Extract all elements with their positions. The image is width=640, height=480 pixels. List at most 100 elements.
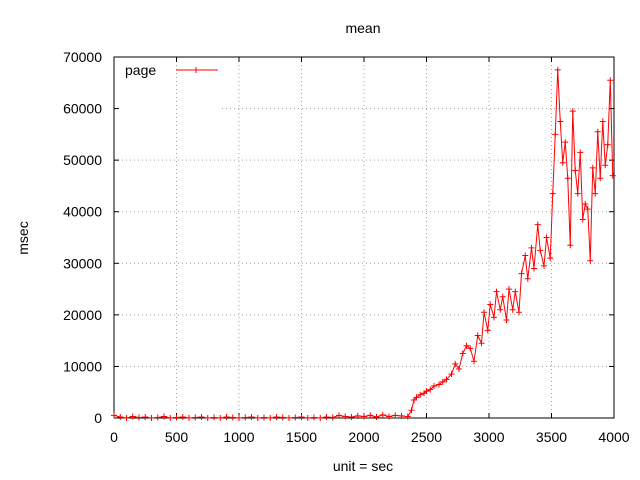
data-point — [509, 306, 516, 313]
data-point — [577, 149, 584, 156]
data-point — [559, 159, 566, 166]
data-point — [136, 414, 142, 421]
data-point — [179, 413, 186, 420]
data-point — [471, 358, 477, 365]
data-point — [579, 216, 586, 223]
data-point — [524, 275, 531, 282]
data-point — [597, 175, 604, 182]
y-tick-label: 20000 — [63, 307, 102, 323]
data-point — [342, 413, 349, 420]
data-point — [129, 413, 136, 420]
series-line-page — [113, 69, 614, 419]
x-tick-label: 4000 — [598, 429, 629, 445]
data-point — [459, 350, 466, 357]
data-point — [242, 414, 249, 421]
data-point — [311, 414, 317, 421]
data-point — [569, 108, 576, 115]
data-point — [354, 412, 361, 419]
y-tick-label: 10000 — [63, 358, 102, 374]
data-point — [602, 162, 609, 169]
data-point — [317, 415, 324, 421]
y-axis-label: msec — [15, 221, 31, 254]
data-point — [323, 413, 330, 420]
data-point — [154, 414, 161, 421]
data-point — [423, 388, 430, 395]
series-page — [111, 66, 616, 421]
data-point — [531, 265, 537, 272]
x-tick-label: 0 — [110, 429, 118, 445]
x-tick-label: 500 — [165, 429, 189, 445]
data-point — [528, 244, 535, 251]
data-point — [607, 77, 614, 84]
data-point — [481, 309, 487, 316]
data-point — [404, 413, 411, 420]
x-tick-label: 2000 — [348, 429, 379, 445]
data-point — [572, 167, 579, 174]
data-point — [413, 394, 420, 401]
data-point — [557, 118, 564, 125]
x-tick-label: 3500 — [536, 429, 567, 445]
data-point — [552, 131, 559, 138]
y-tick-label: 0 — [94, 410, 102, 426]
data-point — [254, 415, 261, 421]
data-point — [484, 327, 491, 334]
data-point — [564, 175, 571, 182]
data-point — [431, 383, 437, 390]
data-point — [123, 415, 130, 421]
data-point — [298, 413, 305, 420]
y-tick-label: 50000 — [63, 152, 102, 168]
data-point — [292, 414, 299, 421]
chart-title: mean — [345, 20, 380, 36]
data-point — [148, 415, 155, 421]
data-point — [261, 414, 267, 421]
data-point — [549, 190, 556, 197]
data-point — [204, 415, 211, 421]
data-point — [584, 206, 591, 213]
data-point — [567, 242, 574, 249]
data-point — [609, 172, 616, 179]
data-point — [279, 414, 286, 421]
data-point — [439, 378, 446, 385]
data-point — [543, 234, 550, 241]
data-point — [522, 252, 529, 259]
data-point — [329, 414, 336, 421]
data-point — [541, 262, 547, 269]
data-point — [336, 412, 342, 419]
data-point — [348, 413, 355, 420]
data-point — [493, 288, 500, 295]
y-tick-label: 40000 — [63, 204, 102, 220]
data-point — [436, 381, 442, 388]
data-point — [392, 412, 399, 419]
data-point — [386, 413, 392, 420]
data-point — [198, 413, 205, 420]
data-point — [186, 415, 192, 421]
data-point — [491, 314, 497, 321]
data-point — [587, 257, 594, 264]
data-point — [547, 255, 554, 262]
y-tick-label: 60000 — [63, 101, 102, 117]
x-tick-label: 3000 — [473, 429, 504, 445]
data-point — [267, 415, 274, 421]
data-point — [537, 247, 544, 254]
data-point — [161, 413, 167, 420]
x-tick-label: 1500 — [286, 429, 317, 445]
data-point — [574, 190, 581, 197]
data-point — [497, 306, 504, 313]
x-tick-label: 1000 — [223, 429, 254, 445]
x-tick-label: 2500 — [411, 429, 442, 445]
data-point — [512, 288, 519, 295]
data-point — [111, 412, 117, 419]
y-tick-label: 30000 — [63, 255, 102, 271]
data-point — [373, 413, 380, 420]
legend: page — [125, 62, 218, 78]
data-point — [379, 411, 386, 418]
data-point — [173, 414, 180, 421]
data-point — [273, 413, 280, 420]
data-point — [398, 412, 405, 419]
data-point — [474, 332, 481, 339]
data-point — [518, 270, 525, 277]
data-point — [117, 413, 124, 420]
data-point — [503, 317, 510, 324]
data-point — [589, 164, 596, 171]
